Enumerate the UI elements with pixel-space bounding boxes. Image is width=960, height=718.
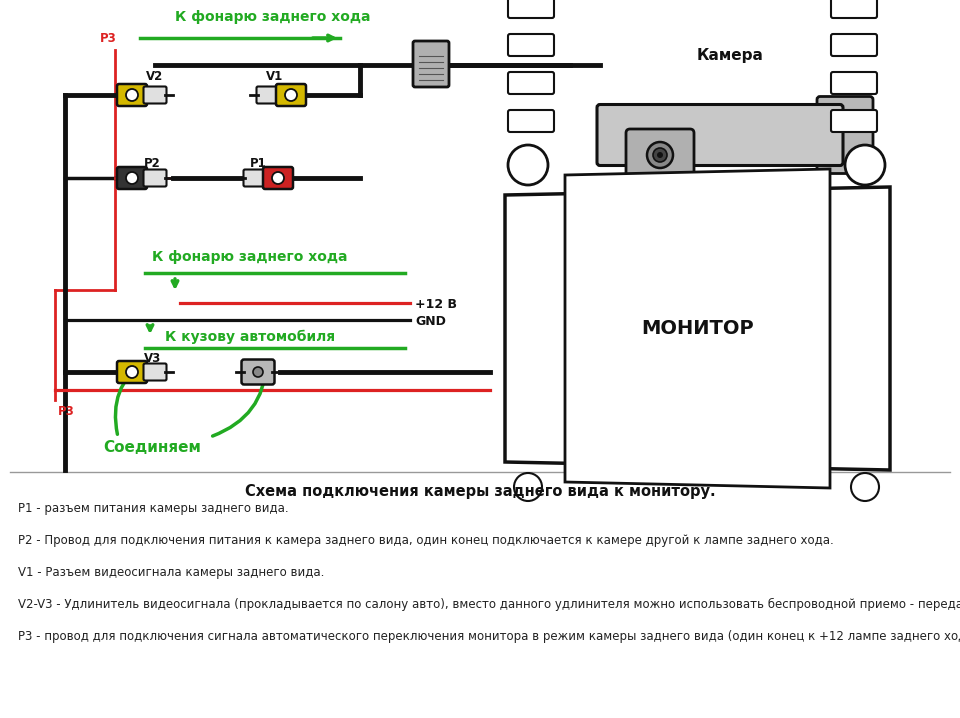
Polygon shape <box>505 187 890 470</box>
FancyBboxPatch shape <box>508 110 554 132</box>
FancyBboxPatch shape <box>508 34 554 56</box>
Text: V2-V3 - Удлинитель видеосигнала (прокладывается по салону авто), вместо данного : V2-V3 - Удлинитель видеосигнала (проклад… <box>18 598 960 611</box>
Text: P3: P3 <box>58 405 75 418</box>
Text: P3: P3 <box>100 32 117 45</box>
FancyBboxPatch shape <box>831 34 877 56</box>
Circle shape <box>508 145 548 185</box>
FancyBboxPatch shape <box>817 96 873 174</box>
Circle shape <box>253 367 263 377</box>
Text: +12 В: +12 В <box>415 298 457 311</box>
FancyBboxPatch shape <box>143 169 166 187</box>
FancyBboxPatch shape <box>117 361 147 383</box>
Circle shape <box>851 473 879 501</box>
Text: К фонарю заднего хода: К фонарю заднего хода <box>175 10 371 24</box>
Text: К фонарю заднего хода: К фонарю заднего хода <box>152 250 348 264</box>
Text: Р1 - разъем питания камеры заднего вида.: Р1 - разъем питания камеры заднего вида. <box>18 502 289 515</box>
FancyBboxPatch shape <box>117 167 147 189</box>
Circle shape <box>126 89 138 101</box>
Circle shape <box>126 366 138 378</box>
FancyBboxPatch shape <box>597 105 843 166</box>
FancyBboxPatch shape <box>263 167 293 189</box>
FancyBboxPatch shape <box>117 84 147 106</box>
FancyBboxPatch shape <box>413 41 449 87</box>
Text: Соединяем: Соединяем <box>103 440 201 455</box>
Circle shape <box>653 148 667 162</box>
FancyBboxPatch shape <box>276 84 306 106</box>
Text: V1: V1 <box>266 70 283 83</box>
FancyBboxPatch shape <box>508 0 554 18</box>
Circle shape <box>272 172 284 184</box>
FancyBboxPatch shape <box>626 129 694 181</box>
FancyBboxPatch shape <box>244 169 267 187</box>
Text: МОНИТОР: МОНИТОР <box>641 319 754 338</box>
Polygon shape <box>565 169 830 488</box>
Circle shape <box>647 142 673 168</box>
FancyBboxPatch shape <box>242 360 275 385</box>
Text: Р2 - Провод для подключения питания к камера заднего вида, один конец подключает: Р2 - Провод для подключения питания к ка… <box>18 534 833 547</box>
Circle shape <box>285 89 297 101</box>
Circle shape <box>514 473 542 501</box>
Text: P1: P1 <box>250 157 266 170</box>
FancyBboxPatch shape <box>831 110 877 132</box>
Text: V2: V2 <box>146 70 163 83</box>
Text: V1 - Разъем видеосигнала камеры заднего вида.: V1 - Разъем видеосигнала камеры заднего … <box>18 566 324 579</box>
Text: Р3 - провод для подключения сигнала автоматического переключения монитора в режи: Р3 - провод для подключения сигнала авто… <box>18 630 960 643</box>
Text: К кузову автомобиля: К кузову автомобиля <box>165 330 335 345</box>
Text: GND: GND <box>415 315 445 328</box>
Text: Схема подключения камеры заднего вида к монитору.: Схема подключения камеры заднего вида к … <box>245 484 715 499</box>
Text: Камера: Камера <box>697 48 763 63</box>
FancyBboxPatch shape <box>143 86 166 103</box>
FancyBboxPatch shape <box>831 0 877 18</box>
Circle shape <box>845 145 885 185</box>
FancyBboxPatch shape <box>143 363 166 381</box>
FancyBboxPatch shape <box>256 86 279 103</box>
Text: P2: P2 <box>144 157 160 170</box>
FancyBboxPatch shape <box>508 72 554 94</box>
FancyBboxPatch shape <box>831 72 877 94</box>
Text: V3: V3 <box>144 352 161 365</box>
Circle shape <box>657 152 663 158</box>
Circle shape <box>126 172 138 184</box>
